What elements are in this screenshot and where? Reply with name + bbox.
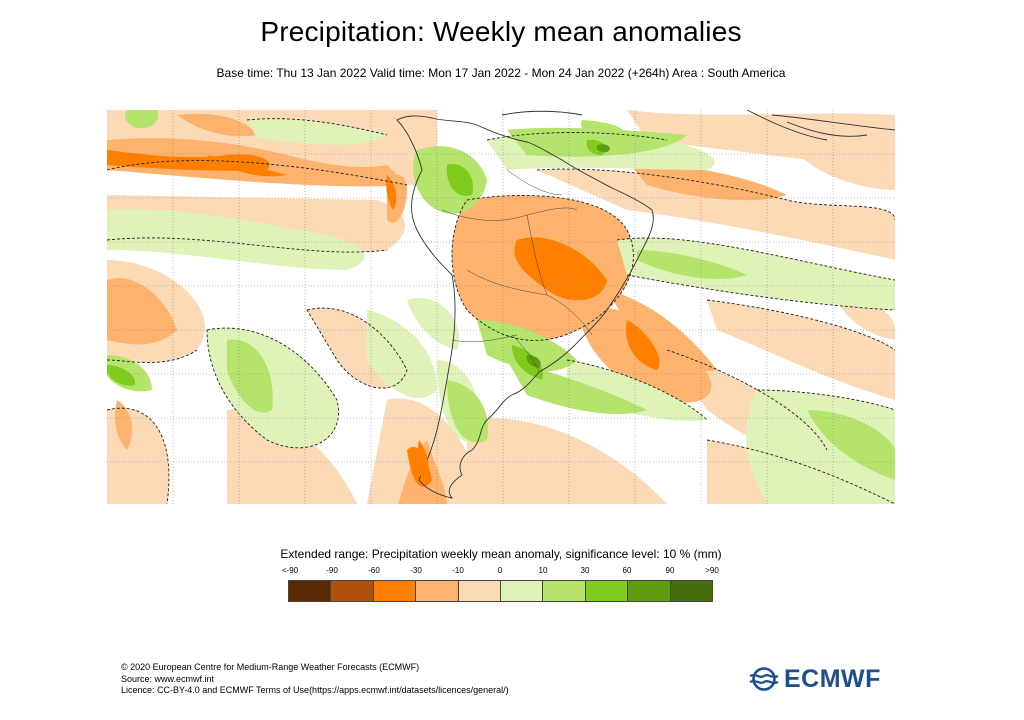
chart-title: Precipitation: Weekly mean anomalies [260,16,742,47]
chart-subtitle: Base time: Thu 13 Jan 2022 Valid time: M… [216,66,786,80]
legend-tick: 60 [622,566,632,575]
copyright-footer: © 2020 European Centre for Medium-Range … [121,662,509,697]
legend-title: Extended range: Precipitation weekly mea… [280,547,722,561]
legend-swatch [416,581,459,601]
legend-tick: <-90 [281,566,299,575]
legend-tick: -90 [326,566,338,575]
legend-swatch [628,581,671,601]
legend-tick: -10 [452,566,464,575]
legend-tick: >90 [705,566,719,575]
legend-tick-labels: <-90 -90 -60 -30 -10 0 10 30 60 90 >90 [282,566,722,578]
legend-tick: -60 [368,566,380,575]
legend-tick: 0 [497,566,503,575]
precipitation-anomaly-map [107,110,895,504]
legend-color-bar [288,580,713,602]
ecmwf-logo-text: ECMWF [784,664,881,693]
anomaly-moderate-wet [107,110,895,480]
coastlines [396,110,895,499]
legend-tick: 90 [665,566,675,575]
legend-swatch [458,581,502,601]
legend-tick: 10 [538,566,548,575]
source-line: Source: www.ecmwf.int [121,673,215,684]
patagonia-detail [417,440,430,485]
anomaly-strong-wet [107,139,607,386]
graticule-lines [107,110,895,504]
legend-swatch [373,581,417,601]
ecmwf-logo-icon [749,667,779,691]
significance-contours [107,118,895,504]
legend-swatch [331,581,374,601]
copyright-line: © 2020 European Centre for Medium-Range … [121,662,420,672]
legend-tick: -30 [410,566,422,575]
legend-swatch [670,581,713,601]
legend-swatch [543,581,586,601]
legend-swatch [289,581,332,601]
ecmwf-logo: ECMWF [748,664,881,694]
legend-swatch [501,581,544,601]
legend-swatch [585,581,629,601]
country-borders [441,169,593,373]
legend-tick: 30 [580,566,590,575]
licence-line: Licence: CC-BY-4.0 and ECMWF Terms of Us… [121,685,509,695]
